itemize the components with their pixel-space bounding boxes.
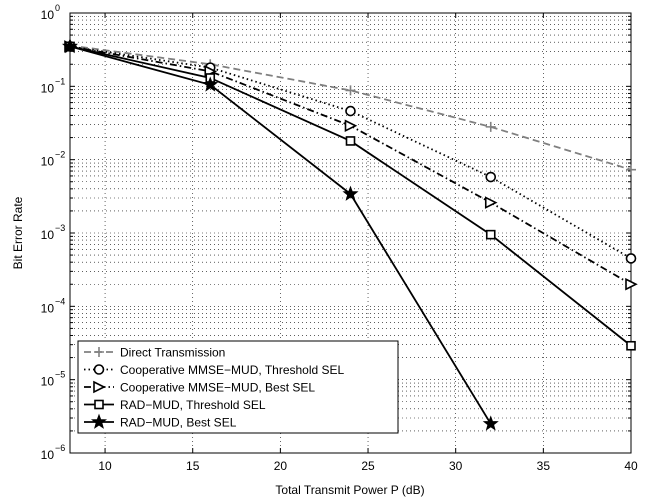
- triangle-marker: [344, 119, 358, 133]
- circle-marker: [93, 364, 105, 375]
- plus-marker: [94, 347, 104, 357]
- star-marker: [482, 415, 499, 431]
- y-tick-exponent: −5: [55, 370, 65, 380]
- square-marker: [626, 340, 636, 351]
- square-marker: [485, 229, 496, 240]
- legend-label: RAD−MUD, Best SEL: [120, 416, 237, 430]
- y-tick-exponent: −3: [55, 223, 65, 233]
- y-tick-label: 10: [41, 155, 55, 169]
- y-tick-label: 10: [41, 375, 55, 389]
- plus-marker: [626, 164, 636, 175]
- y-tick-exponent: −1: [55, 76, 65, 86]
- star-marker: [61, 38, 79, 54]
- x-axis-title: Total Transmit Power P (dB): [275, 483, 424, 497]
- legend-label: Cooperative MMSE−MUD, Threshold SEL: [120, 363, 345, 377]
- star-marker: [202, 76, 219, 92]
- y-tick-exponent: −4: [55, 296, 65, 306]
- square-marker: [345, 136, 356, 146]
- legend-entry: Cooperative MMSE−MUD, Best SEL: [84, 381, 315, 395]
- circle-marker: [485, 171, 497, 183]
- legend: Direct Transmission Cooperative MMSE−MUD,…: [77, 340, 399, 434]
- series-5: [61, 38, 499, 431]
- legend-label: Direct Transmission: [120, 346, 225, 360]
- legend-entry: Cooperative MMSE−MUD, Threshold SEL: [84, 363, 345, 377]
- x-tick-label: 40: [624, 459, 638, 473]
- y-tick-label: 10: [41, 8, 55, 22]
- star-marker: [90, 413, 108, 429]
- square-marker: [94, 399, 104, 410]
- legend-entry: Direct Transmission: [84, 346, 225, 360]
- y-axis-title: Bit Error Rate: [11, 196, 25, 269]
- y-tick-exponent: −2: [55, 150, 65, 160]
- circle-marker: [625, 253, 637, 264]
- x-tick-label: 35: [537, 459, 551, 473]
- plus-marker: [485, 121, 496, 132]
- x-tick-label: 10: [98, 459, 112, 473]
- series-line: [69, 44, 632, 171]
- y-tick-exponent: 0: [55, 3, 60, 13]
- series-group: [61, 38, 638, 431]
- legend-entry: RAD−MUD, Threshold SEL: [84, 398, 266, 412]
- y-tick-label: 10: [41, 448, 55, 462]
- y-tick-label: 10: [41, 228, 55, 242]
- legend-label: Cooperative MMSE−MUD, Best SEL: [120, 381, 315, 395]
- legend-entry: RAD−MUD, Best SEL: [84, 413, 237, 430]
- star-marker: [342, 185, 359, 201]
- legend-box: [77, 340, 399, 434]
- triangle-marker: [93, 380, 106, 394]
- circle-marker: [345, 105, 356, 117]
- triangle-marker: [625, 277, 638, 291]
- y-tick-exponent: −6: [55, 443, 65, 453]
- plus-marker: [345, 85, 356, 96]
- x-tick-label: 30: [449, 459, 463, 473]
- legend-label: RAD−MUD, Threshold SEL: [120, 398, 266, 412]
- y-tick-label: 10: [41, 301, 55, 315]
- triangle-marker: [484, 196, 498, 209]
- x-tick-label: 25: [361, 459, 375, 473]
- y-tick-label: 10: [41, 81, 55, 95]
- series-line: [69, 45, 492, 425]
- x-tick-label: 20: [274, 459, 288, 473]
- x-tick-label: 15: [186, 459, 200, 473]
